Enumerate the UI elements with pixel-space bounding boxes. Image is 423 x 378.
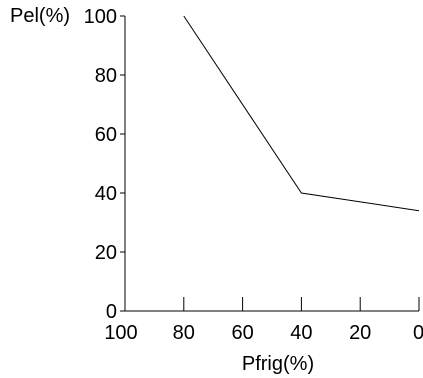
series-group (183, 15, 420, 212)
axes (124, 16, 419, 312)
x-tick-label: 60 (231, 322, 253, 344)
y-tick-label: 100 (84, 6, 117, 28)
y-tick-label: 80 (95, 65, 117, 87)
y-tick-label: 40 (95, 183, 117, 205)
x-tick-label: 0 (413, 322, 423, 344)
tick-labels: 0 20 40 60 80 100 100 80 60 40 20 0 (84, 6, 423, 344)
x-tick-label: 20 (349, 322, 371, 344)
x-tick-label: 100 (104, 322, 137, 344)
series-line (183, 15, 420, 212)
ticks (120, 15, 420, 312)
x-axis-title: Pfrig(%) (242, 353, 314, 375)
y-tick-label: 60 (95, 124, 117, 146)
x-tick-label: 80 (173, 322, 195, 344)
y-axis-title: Pel(%) (10, 5, 70, 27)
x-tick-label: 40 (290, 322, 312, 344)
y-tick-label: 0 (106, 301, 117, 323)
y-tick-label: 20 (95, 242, 117, 264)
